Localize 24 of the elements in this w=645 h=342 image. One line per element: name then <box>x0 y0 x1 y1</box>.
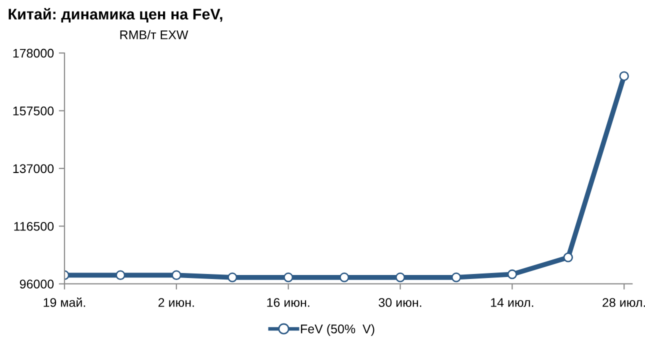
x-tick-label: 14 июл. <box>491 298 534 307</box>
legend-label: FeV (50% V) <box>301 324 374 336</box>
y-tick-label: 137000 <box>13 164 54 174</box>
point <box>228 272 238 282</box>
x-tick-label: 16 июн. <box>267 298 310 307</box>
point <box>395 272 406 282</box>
point <box>116 270 126 280</box>
chart-title: Китай: динамика цен на FeV, <box>8 8 222 22</box>
point <box>283 272 294 282</box>
y-tick-label: 157500 <box>13 106 54 116</box>
point <box>619 71 629 81</box>
x-tick-label: 28 июл. <box>602 298 645 307</box>
x-tick-label: 30 июн. <box>378 298 422 307</box>
point <box>507 269 518 280</box>
point <box>451 272 462 282</box>
y-tick-label: 178000 <box>13 48 54 58</box>
y-tick-label: 96000 <box>20 280 54 289</box>
y-tick-label: 116500 <box>14 222 54 231</box>
chart-subtitle: RMB/т EXW <box>120 30 188 40</box>
x-tick-label: 2 июн. <box>158 298 194 307</box>
point <box>563 252 574 262</box>
point <box>339 272 350 282</box>
x-tick-label: 19 май. <box>44 298 86 307</box>
point <box>172 270 182 280</box>
